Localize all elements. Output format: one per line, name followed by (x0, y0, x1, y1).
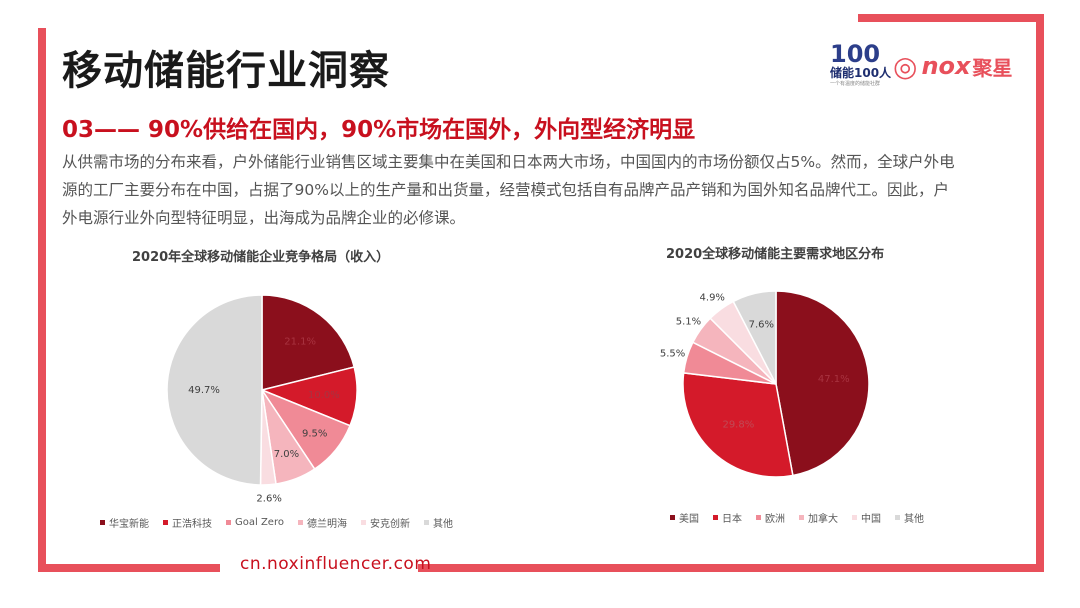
chart-b-legend-swatch-5 (895, 515, 900, 520)
chart-b-title: 2020全球移动储能主要需求地区分布 (666, 247, 885, 262)
chart-b-legend-label-4: 中国 (861, 514, 881, 525)
chart-a-data-label-3: 7.0% (274, 449, 299, 460)
logo-tagline: 一个有温度的储能社群 (830, 81, 881, 87)
chart-b-pie: 47.1% 29.8% 5.5% 5.1% 4.9% 7.6% (660, 290, 870, 478)
chart-b-slice-1 (682, 372, 794, 478)
chart-b-legend-swatch-1 (713, 515, 718, 520)
chart-a-legend-label-5: 其他 (432, 519, 453, 530)
chart-a-legend-item-5: 其他 (423, 515, 453, 530)
nox-wordmark: nox (921, 52, 971, 80)
chart-a-slice-5 (166, 294, 263, 486)
chart-a-legend-item-0: 华宝新能 (100, 515, 149, 530)
chart-b-slice-0 (775, 290, 870, 477)
chart-b-data-label-0: 47.1% (818, 374, 850, 385)
page-title: 移动储能行业洞察 (62, 48, 390, 94)
chart-b-legend-item-3: 加拿大 (799, 510, 838, 525)
chart-b-legend-label-3: 加拿大 (808, 514, 838, 525)
logo-mark: 100 (830, 40, 881, 68)
chart-a-legend-swatch-0 (100, 520, 105, 525)
chart-b-legend-label-0: 美国 (679, 514, 699, 525)
chart-b-data-label-4: 4.9% (700, 292, 725, 303)
chart-b-legend-label-5: 其他 (904, 514, 924, 525)
frame-left-bar (38, 28, 46, 568)
chart-a-legend-swatch-2 (226, 520, 231, 525)
chart-a-legend-swatch-3 (297, 520, 303, 525)
chart-a-legend-swatch-1 (163, 520, 168, 525)
chart-a-legend-item-3: 德兰明海 (297, 515, 347, 530)
nox-logo: ◎ nox 聚星 (893, 48, 1013, 84)
chart-b-legend-item-4: 中国 (852, 510, 881, 525)
chart-b-legend-item-5: 其他 (895, 510, 924, 525)
chart-b-legend-item-2: 欧洲 (756, 510, 785, 525)
chart-a-legend-item-2: Goal Zero (226, 515, 284, 530)
frame-top-bar (858, 14, 1044, 22)
chart-a-pie: 21.1% 10.0% 9.5%7.0% 2.6% 49.7% (166, 294, 358, 504)
chart-a-legend: 华宝新能 正浩科技 Goal Zero 德兰明海 安克创新 其他 (100, 515, 453, 530)
chart-b-data-label-1: 29.8% (722, 420, 754, 431)
chart-a-legend-label-4: 安克创新 (369, 519, 410, 530)
nox-cn-wordmark: 聚星 (972, 55, 1013, 80)
chart-b-legend-swatch-3 (799, 515, 804, 520)
chuneng100-logo: 100 储能100人 一个有温度的储能社群 (830, 40, 892, 87)
chart-b-legend-swatch-2 (756, 515, 761, 520)
chart-a-legend-label-3: 德兰明海 (306, 519, 347, 530)
chart-a-legend-label-2: Goal Zero (235, 517, 284, 528)
chart-a-data-label-1: 10.0% (308, 390, 340, 401)
nox-signal-icon: ◎ (893, 49, 918, 83)
chart-a-slice-0 (261, 294, 356, 391)
section-subtitle: 03—— 90%供给在国内，90%市场在国外，外向型经济明显 (62, 117, 696, 143)
chart-a-legend-label-0: 华宝新能 (109, 519, 149, 530)
frame-bottom-right-bar (418, 564, 1044, 572)
frame-bottom-bar (38, 564, 220, 572)
chart-a-legend-label-1: 正浩科技 (172, 519, 212, 530)
chart-a-legend-item-4: 安克创新 (360, 515, 410, 530)
chart-a-data-label-4: 2.6% (256, 493, 281, 504)
frame-right-bar (1036, 14, 1044, 572)
chart-b-legend-swatch-4 (852, 515, 857, 520)
chart-b-legend-label-2: 欧洲 (765, 514, 785, 525)
chart-b-legend-item-0: 美国 (670, 510, 699, 525)
chart-b-slice-5 (732, 290, 777, 385)
chart-b-legend-swatch-0 (670, 515, 675, 520)
logo-label: 储能100人 (830, 66, 892, 80)
chart-a-legend-item-1: 正浩科技 (163, 515, 212, 530)
chart-b-legend-item-1: 日本 (713, 510, 742, 525)
chart-a-data-label-5: 49.7% (188, 385, 220, 396)
intro-paragraph: 从供需市场的分布来看，户外储能行业销售区域主要集中在美国和日本两大市场，中国国内… (62, 153, 955, 227)
chart-a-title: 2020年全球移动储能企业竞争格局（收入） (132, 250, 390, 265)
chart-b-data-label-3: 5.1% (676, 316, 701, 327)
chart-b-legend-label-1: 日本 (722, 514, 742, 525)
chart-a-legend-swatch-5 (423, 520, 429, 525)
chart-a-data-label-2: 9.5% (302, 428, 327, 439)
chart-b-legend: 美国 日本 欧洲 加拿大 中国 其他 (670, 510, 924, 525)
footer-url[interactable]: cn.noxinfluencer.com (240, 554, 432, 574)
chart-a-data-label-0: 21.1% (284, 337, 316, 348)
chart-b-data-label-2: 5.5% (660, 348, 685, 359)
chart-b-data-label-5: 7.6% (749, 319, 774, 330)
chart-a-legend-swatch-4 (360, 520, 366, 525)
